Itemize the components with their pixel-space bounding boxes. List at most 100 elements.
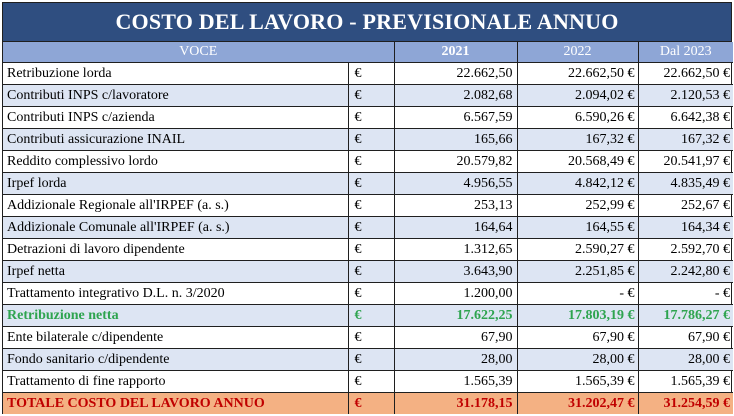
row-label[interactable]: Ente bilaterale c/dipendente — [3, 326, 349, 349]
row-label[interactable]: Contributi INPS c/azienda — [3, 106, 349, 129]
row-label[interactable]: Retribuzione lorda — [3, 62, 349, 85]
row-label[interactable]: Contributi INPS c/lavoratore — [3, 84, 349, 107]
table-row: Trattamento integrativo D.L. n. 3/2020 €1… — [3, 282, 733, 305]
value-2021[interactable]: 28,00 — [393, 348, 518, 371]
value-2021[interactable]: 17.622,25 — [393, 304, 518, 327]
value-2023[interactable]: 28,00 € — [637, 348, 733, 371]
currency-symbol[interactable]: € — [347, 216, 395, 239]
row-label[interactable]: Detrazioni di lavoro dipendente — [3, 238, 349, 261]
table-row: Contributi INPS c/azienda €6.567,59 6.590,… — [3, 106, 733, 129]
row-label[interactable]: Reddito complessivo lordo — [3, 150, 349, 173]
cost-table: VOCE 2021 2022 Dal 2023 Retribuzione lor… — [3, 42, 733, 414]
value-2023[interactable]: 2.120,53 € — [637, 84, 733, 107]
value-2023[interactable]: 4.835,49 € — [637, 172, 733, 195]
row-label[interactable]: TOTALE COSTO DEL LAVORO ANNUO — [3, 392, 349, 414]
row-label[interactable]: Addizionale Regionale all'IRPEF (a. s.) — [3, 194, 349, 217]
value-2022[interactable]: 2.251,85 € — [516, 260, 639, 283]
table-row: Addizionale Comunale all'IRPEF (a. s.) €1… — [3, 216, 733, 239]
currency-symbol[interactable]: € — [347, 370, 395, 393]
value-2023[interactable]: - € — [637, 282, 733, 305]
value-2022[interactable]: 31.202,47 € — [516, 392, 639, 414]
table-row: Trattamento di fine rapporto €1.565,39 1.5… — [3, 370, 733, 393]
value-2021[interactable]: 1.200,00 — [393, 282, 518, 305]
row-label[interactable]: Addizionale Comunale all'IRPEF (a. s.) — [3, 216, 349, 239]
value-2021[interactable]: 4.956,55 — [393, 172, 518, 195]
value-2023[interactable]: 67,90 € — [637, 326, 733, 349]
row-label[interactable]: Irpef lorda — [3, 172, 349, 195]
value-2022[interactable]: 28,00 € — [516, 348, 639, 371]
value-2021[interactable]: 1.312,65 — [393, 238, 518, 261]
row-label[interactable]: Retribuzione netta — [3, 304, 349, 327]
column-header-2022[interactable]: 2022 — [516, 42, 639, 63]
value-2021[interactable]: 1.565,39 — [393, 370, 518, 393]
sheet-title: COSTO DEL LAVORO - PREVISIONALE ANNUO — [3, 3, 731, 42]
value-2023[interactable]: 17.786,27 € — [637, 304, 733, 327]
currency-symbol[interactable]: € — [347, 348, 395, 371]
currency-symbol[interactable]: € — [347, 172, 395, 195]
currency-symbol[interactable]: € — [347, 194, 395, 217]
value-2021[interactable]: 3.643,90 — [393, 260, 518, 283]
row-label[interactable]: Irpef netta — [3, 260, 349, 283]
value-2023[interactable]: 31.254,59 € — [637, 392, 733, 414]
row-label[interactable]: Trattamento di fine rapporto — [3, 370, 349, 393]
value-2021[interactable]: 253,13 — [393, 194, 518, 217]
value-2022[interactable]: 164,55 € — [516, 216, 639, 239]
value-2023[interactable]: 252,67 € — [637, 194, 733, 217]
currency-symbol[interactable]: € — [347, 304, 395, 327]
table-row: Reddito complessivo lordo €20.579,82 20.56… — [3, 150, 733, 173]
value-2021[interactable]: 6.567,59 — [393, 106, 518, 129]
value-2022[interactable]: 20.568,49 € — [516, 150, 639, 173]
currency-symbol[interactable]: € — [347, 84, 395, 107]
table-row: Irpef netta €3.643,90 2.251,85 €2.242,80 € — [3, 260, 733, 283]
row-label[interactable]: Fondo sanitario c/dipendente — [3, 348, 349, 371]
table-row: Fondo sanitario c/dipendente €28,00 28,00 … — [3, 348, 733, 371]
value-2022[interactable]: 4.842,12 € — [516, 172, 639, 195]
value-2021[interactable]: 31.178,15 — [393, 392, 518, 414]
value-2022[interactable]: 67,90 € — [516, 326, 639, 349]
table-row: Ente bilaterale c/dipendente €67,90 67,90 … — [3, 326, 733, 349]
value-2023[interactable]: 20.541,97 € — [637, 150, 733, 173]
value-2021[interactable]: 22.662,50 — [393, 62, 518, 85]
header-row: VOCE 2021 2022 Dal 2023 — [3, 42, 733, 63]
value-2022[interactable]: 2.094,02 € — [516, 84, 639, 107]
value-2022[interactable]: - € — [516, 282, 639, 305]
row-label[interactable]: Trattamento integrativo D.L. n. 3/2020 — [3, 282, 349, 305]
value-2022[interactable]: 2.590,27 € — [516, 238, 639, 261]
value-2022[interactable]: 22.662,50 € — [516, 62, 639, 85]
currency-symbol[interactable]: € — [347, 260, 395, 283]
value-2021[interactable]: 20.579,82 — [393, 150, 518, 173]
row-label[interactable]: Contributi assicurazione INAIL — [3, 128, 349, 151]
value-2022[interactable]: 6.590,26 € — [516, 106, 639, 129]
value-2021[interactable]: 2.082,68 — [393, 84, 518, 107]
value-2023[interactable]: 2.242,80 € — [637, 260, 733, 283]
currency-symbol[interactable]: € — [347, 326, 395, 349]
value-2023[interactable]: 164,34 € — [637, 216, 733, 239]
value-2021[interactable]: 67,90 — [393, 326, 518, 349]
currency-symbol[interactable]: € — [347, 62, 395, 85]
currency-symbol[interactable]: € — [347, 282, 395, 305]
table-row: Detrazioni di lavoro dipendente €1.312,65… — [3, 238, 733, 261]
table-row: Contributi INPS c/lavoratore €2.082,68 2.0… — [3, 84, 733, 107]
column-header-2023[interactable]: Dal 2023 — [637, 42, 733, 63]
table-row: TOTALE COSTO DEL LAVORO ANNUO €31.178,15 3… — [3, 392, 733, 414]
value-2022[interactable]: 1.565,39 € — [516, 370, 639, 393]
value-2023[interactable]: 1.565,39 € — [637, 370, 733, 393]
value-2023[interactable]: 6.642,38 € — [637, 106, 733, 129]
value-2023[interactable]: 167,32 € — [637, 128, 733, 151]
value-2023[interactable]: 22.662,50 € — [637, 62, 733, 85]
currency-symbol[interactable]: € — [347, 238, 395, 261]
currency-symbol[interactable]: € — [347, 150, 395, 173]
value-2023[interactable]: 2.592,70 € — [637, 238, 733, 261]
value-2021[interactable]: 164,64 — [393, 216, 518, 239]
value-2022[interactable]: 252,99 € — [516, 194, 639, 217]
column-header-2021[interactable]: 2021 — [393, 42, 518, 63]
value-2022[interactable]: 167,32 € — [516, 128, 639, 151]
table-row: Addizionale Regionale all'IRPEF (a. s.) €… — [3, 194, 733, 217]
column-header-voce[interactable]: VOCE — [3, 42, 395, 63]
currency-symbol[interactable]: € — [347, 392, 395, 414]
currency-symbol[interactable]: € — [347, 128, 395, 151]
value-2022[interactable]: 17.803,19 € — [516, 304, 639, 327]
value-2021[interactable]: 165,66 — [393, 128, 518, 151]
currency-symbol[interactable]: € — [347, 106, 395, 129]
